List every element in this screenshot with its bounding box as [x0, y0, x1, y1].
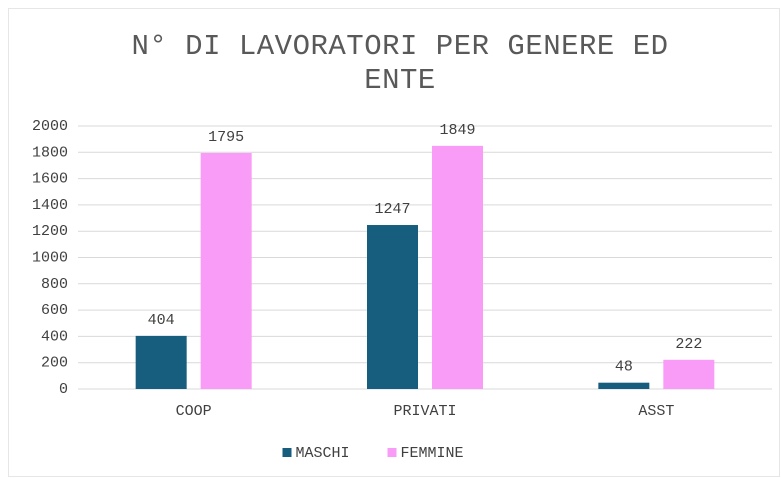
y-tick-label: 1600	[32, 171, 68, 188]
bar	[135, 335, 187, 389]
y-tick-label: 1400	[32, 197, 68, 214]
y-tick-label: 1800	[32, 144, 68, 161]
y-tick-label: 200	[41, 355, 68, 372]
bar	[663, 359, 715, 389]
bar	[367, 225, 418, 389]
y-tick-label: 1000	[32, 249, 68, 266]
y-tick-label: 2000	[32, 118, 68, 135]
x-tick-label: COOP	[176, 403, 212, 420]
chart-border	[8, 8, 780, 477]
y-tick-label: 600	[41, 302, 68, 319]
y-tick-label: 800	[41, 276, 68, 293]
data-label: 404	[148, 312, 175, 329]
legend-label: MASCHI	[296, 445, 350, 462]
bar	[200, 152, 252, 389]
data-label: 222	[675, 336, 702, 353]
legend-swatch	[387, 448, 397, 457]
legend-label: FEMMINE	[401, 445, 464, 462]
x-tick-label: PRIVATI	[393, 403, 456, 420]
y-tick-label: 1200	[32, 223, 68, 240]
y-tick-label: 400	[41, 328, 68, 345]
data-label: 1247	[374, 201, 410, 218]
bar	[432, 145, 483, 389]
chart-title: N° DI LAVORATORI PER GENERE ED ENTE	[131, 30, 669, 97]
bar	[598, 382, 650, 389]
data-label: 48	[615, 359, 633, 376]
x-tick-label: ASST	[638, 403, 674, 420]
legend-swatch	[282, 448, 292, 457]
data-label: 1849	[439, 122, 475, 139]
data-label: 1795	[208, 129, 244, 146]
y-tick-label: 0	[59, 381, 68, 398]
